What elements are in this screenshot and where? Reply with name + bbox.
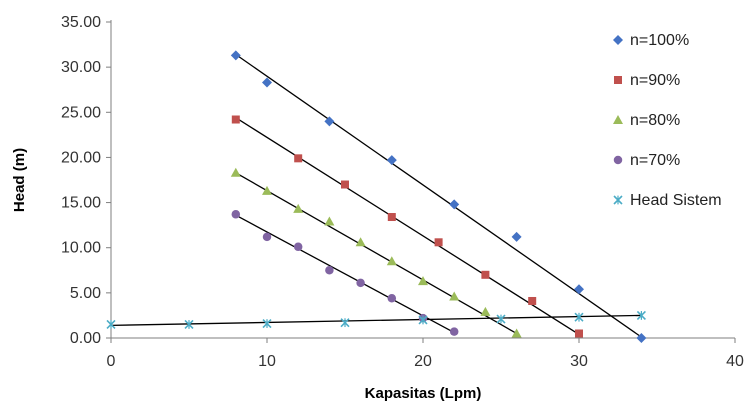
point-n-90 xyxy=(231,115,240,124)
y-tick-label: 10.00 xyxy=(61,240,101,257)
point-n-70 xyxy=(262,232,272,242)
point-n-100 xyxy=(449,199,460,210)
point-n-90 xyxy=(481,270,490,279)
point-n-80 xyxy=(230,167,241,177)
point-n-70 xyxy=(356,278,365,288)
x-tick-label: 10 xyxy=(258,353,276,370)
y-tick-label: 35.00 xyxy=(61,14,101,31)
point-n-90 xyxy=(528,296,537,305)
plot-area: 0.00 5.00 10.00 15.00 20.00 25.00 30.00 35.00 0… xyxy=(61,14,744,370)
point-n-80 xyxy=(511,328,522,338)
x-tick-label: 20 xyxy=(414,353,432,370)
trendline-n-100 xyxy=(235,53,642,338)
point-head-sistem xyxy=(636,310,646,320)
legend-label: n=70% xyxy=(630,152,680,169)
point-n-100 xyxy=(262,77,272,88)
point-head-sistem xyxy=(262,318,272,329)
point-head-sistem xyxy=(496,314,506,324)
point-n-90 xyxy=(387,213,396,222)
legend-label: n=100% xyxy=(630,32,689,49)
point-n-70 xyxy=(449,327,459,336)
point-head-sistem xyxy=(106,319,116,330)
point-n-80 xyxy=(262,185,272,195)
legend-marker-head-sistem xyxy=(613,195,623,205)
point-n-80 xyxy=(418,276,428,286)
legend-item-n-100: n=100% xyxy=(613,32,689,49)
trendline-head-sistem xyxy=(110,314,642,327)
point-head-sistem xyxy=(418,315,428,325)
point-n-100 xyxy=(511,231,522,242)
legend-label: n=80% xyxy=(630,112,680,129)
legend-marker-n-90 xyxy=(614,76,622,84)
y-tick-label: 0.00 xyxy=(70,330,101,347)
legend: n=100% n=90% n=80% n=70% Head Sistem xyxy=(613,32,722,209)
data-markers xyxy=(106,50,647,343)
x-tick-label: 40 xyxy=(726,353,744,370)
x-tick-label: 0 xyxy=(107,353,116,370)
legend-marker-n-70 xyxy=(613,155,623,165)
point-n-80 xyxy=(293,203,304,213)
point-n-90 xyxy=(434,238,443,247)
point-n-100 xyxy=(324,116,335,127)
point-n-70 xyxy=(293,242,303,252)
point-n-100 xyxy=(386,155,397,166)
x-axis-title: Kapasitas (Lpm) xyxy=(365,385,482,402)
point-n-80 xyxy=(449,291,460,301)
point-n-80 xyxy=(355,237,366,247)
point-head-sistem xyxy=(340,318,350,328)
trendline-n-80 xyxy=(235,172,517,335)
point-n-80 xyxy=(480,306,491,316)
y-axis-title: Head (m) xyxy=(11,148,28,212)
point-n-100 xyxy=(636,333,647,343)
point-n-100 xyxy=(574,284,584,295)
point-n-100 xyxy=(230,50,241,61)
point-n-70 xyxy=(387,294,397,303)
point-n-70 xyxy=(325,266,334,275)
point-n-90 xyxy=(294,154,303,163)
y-tick-label: 30.00 xyxy=(61,59,101,76)
legend-label: Head Sistem xyxy=(630,192,722,209)
y-tick-label: 15.00 xyxy=(61,195,101,212)
trendlines xyxy=(110,53,642,338)
trendline-n-90 xyxy=(235,117,580,335)
y-tick-label: 25.00 xyxy=(61,104,101,121)
legend-label: n=90% xyxy=(630,72,680,89)
legend-marker-n-80 xyxy=(613,115,623,124)
point-n-90 xyxy=(341,180,349,189)
point-n-80 xyxy=(386,256,397,266)
point-n-70 xyxy=(231,210,241,219)
y-tick-label: 5.00 xyxy=(70,285,101,302)
legend-item-n-80: n=80% xyxy=(613,112,680,129)
y-tick-label: 20.00 xyxy=(61,149,101,166)
x-axis-ticks: 0 10 20 30 40 xyxy=(107,338,744,370)
legend-marker-n-100 xyxy=(613,35,623,45)
legend-item-n-70: n=70% xyxy=(613,152,680,169)
legend-item-head-sistem: Head Sistem xyxy=(613,192,722,209)
y-axis-ticks: 0.00 5.00 10.00 15.00 20.00 25.00 30.00 35.00 xyxy=(61,14,111,347)
x-tick-label: 30 xyxy=(570,353,588,370)
point-head-sistem xyxy=(574,312,584,322)
point-n-90 xyxy=(575,329,583,338)
point-head-sistem xyxy=(184,319,194,330)
trendline-n-70 xyxy=(235,214,455,334)
point-n-80 xyxy=(324,216,335,226)
legend-item-n-90: n=90% xyxy=(614,72,680,89)
